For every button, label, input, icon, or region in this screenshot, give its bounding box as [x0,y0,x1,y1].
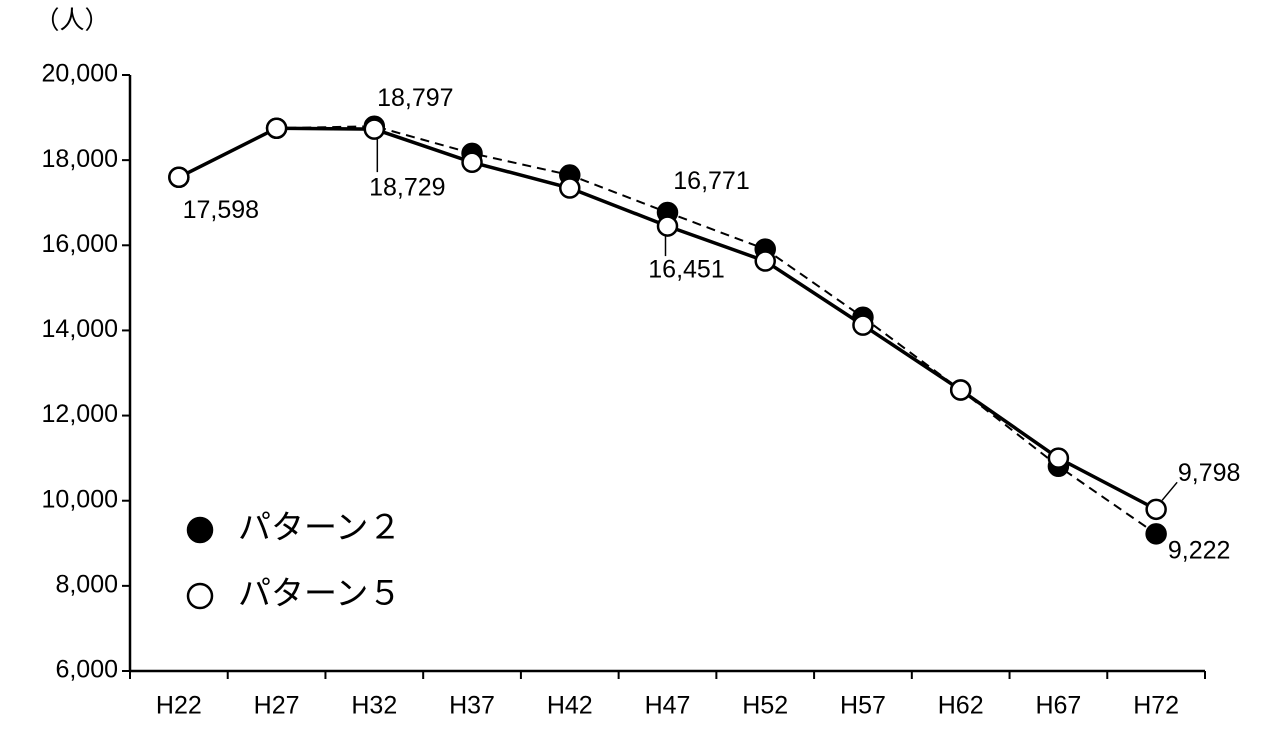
y-tick-label: 18,000 [42,145,118,173]
value-label: 18,797 [377,84,453,112]
marker [949,379,972,401]
marker [168,166,190,189]
y-tick-label: 12,000 [42,400,118,428]
x-tick-label: H67 [1035,692,1081,720]
value-label: 9,222 [1168,536,1231,564]
x-tick-label: H57 [840,692,886,720]
marker [559,177,581,199]
y-axis-unit: （人） [34,7,109,35]
value-label: 17,598 [183,196,259,224]
marker [852,314,874,336]
marker [754,250,776,272]
marker [1047,447,1070,469]
x-tick-label: H42 [547,692,593,720]
x-tick-label: H22 [156,692,202,720]
marker [265,117,288,139]
series-line [178,126,1157,511]
value-label: 18,729 [369,174,445,202]
y-tick-label: 20,000 [42,60,118,88]
y-tick-label: 10,000 [42,485,118,513]
series-line [178,125,1157,535]
marker [1145,498,1167,521]
marker [461,151,483,174]
x-tick-label: H62 [938,692,984,720]
marker [1145,523,1167,545]
marker [656,215,679,237]
leader-line [1161,481,1178,501]
y-tick-label: 8,000 [55,570,118,598]
legend-marker [186,582,214,610]
legend-marker [186,516,214,544]
x-tick-label: H37 [449,692,495,720]
y-tick-label: 6,000 [55,656,118,684]
legend-label: パターン２ [238,509,401,546]
x-tick-label: H27 [254,692,300,720]
value-label: 16,451 [648,256,724,284]
x-tick-label: H47 [645,692,691,720]
legend-label: パターン５ [238,575,401,612]
x-tick-label: H72 [1133,692,1179,720]
x-tick-label: H32 [351,692,397,720]
x-tick-label: H52 [742,692,788,720]
value-label: 9,798 [1178,459,1241,487]
value-label: 16,771 [673,167,749,195]
y-tick-label: 14,000 [42,315,118,343]
y-tick-label: 16,000 [42,230,118,258]
marker [363,118,386,140]
